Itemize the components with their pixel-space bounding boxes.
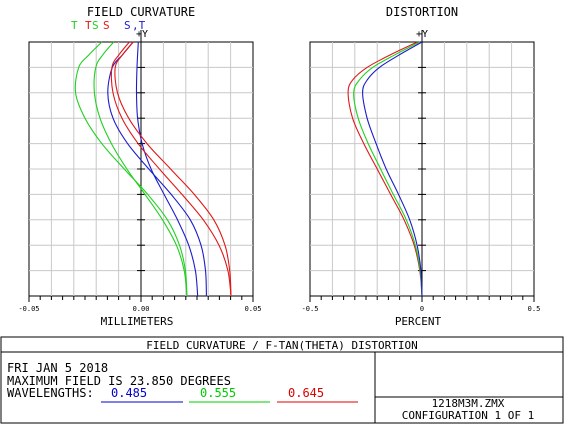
field-curvature-xaxis-title: MILLIMETERS: [101, 315, 174, 328]
xtick-label: -0.05: [18, 305, 39, 313]
xtick-label: 0.00: [133, 305, 150, 313]
series-curve: [93, 41, 188, 297]
analysis-title: FIELD CURVATURE / F-TAN(THETA) DISTORTIO…: [146, 339, 418, 352]
wavelength-3: 0.645: [288, 386, 324, 400]
xtick-label: 0.5: [528, 305, 541, 313]
xtick-label: 0.05: [245, 305, 262, 313]
legend-t-blue: ,T: [132, 19, 146, 32]
series-curve: [135, 41, 199, 297]
distortion-axis: [309, 30, 535, 302]
field-curvature-curves: [74, 41, 232, 297]
distortion-curves: [347, 41, 423, 297]
field-curvature-axis: [28, 30, 254, 302]
wavelength-1: 0.485: [111, 386, 147, 400]
series-curve: [107, 41, 207, 297]
xtick-label: -0.5: [302, 305, 319, 313]
configuration-text: CONFIGURATION 1 OF 1: [402, 409, 534, 422]
series-curve: [362, 41, 423, 297]
series-curve: [353, 41, 423, 297]
legend-s-green: S: [92, 19, 99, 32]
legend-t-green: T: [71, 19, 78, 32]
info-panel: [0, 336, 564, 424]
max-field-text: MAXIMUM FIELD IS 23.850 DEGREES: [7, 374, 231, 388]
distortion-xtick-labels: -0.5 0 0.5: [302, 305, 541, 313]
legend-s-blue: S: [124, 19, 131, 32]
legend-s-red: S: [103, 19, 110, 32]
series-curve: [347, 41, 423, 297]
xtick-label: 0: [420, 305, 424, 313]
distortion-title: DISTORTION: [386, 5, 458, 19]
field-curvature-yaxis-label: +Y: [136, 29, 148, 40]
field-curvature-title: FIELD CURVATURE: [87, 5, 195, 19]
series-curve: [110, 41, 232, 297]
series-curve: [74, 41, 188, 297]
field-curvature-legend: T T S S S ,T: [71, 19, 146, 32]
wavelength-2: 0.555: [200, 386, 236, 400]
date-text: FRI JAN 5 2018: [7, 361, 108, 375]
field-curvature-xtick-labels: -0.05 0.00 0.05: [18, 305, 261, 313]
distortion-xaxis-title: PERCENT: [395, 315, 442, 328]
series-curve: [114, 41, 232, 297]
file-name: 1218M3M.ZMX: [432, 397, 505, 410]
legend-t-red: T: [85, 19, 92, 32]
wavelengths-label: WAVELENGTHS:: [7, 386, 94, 400]
